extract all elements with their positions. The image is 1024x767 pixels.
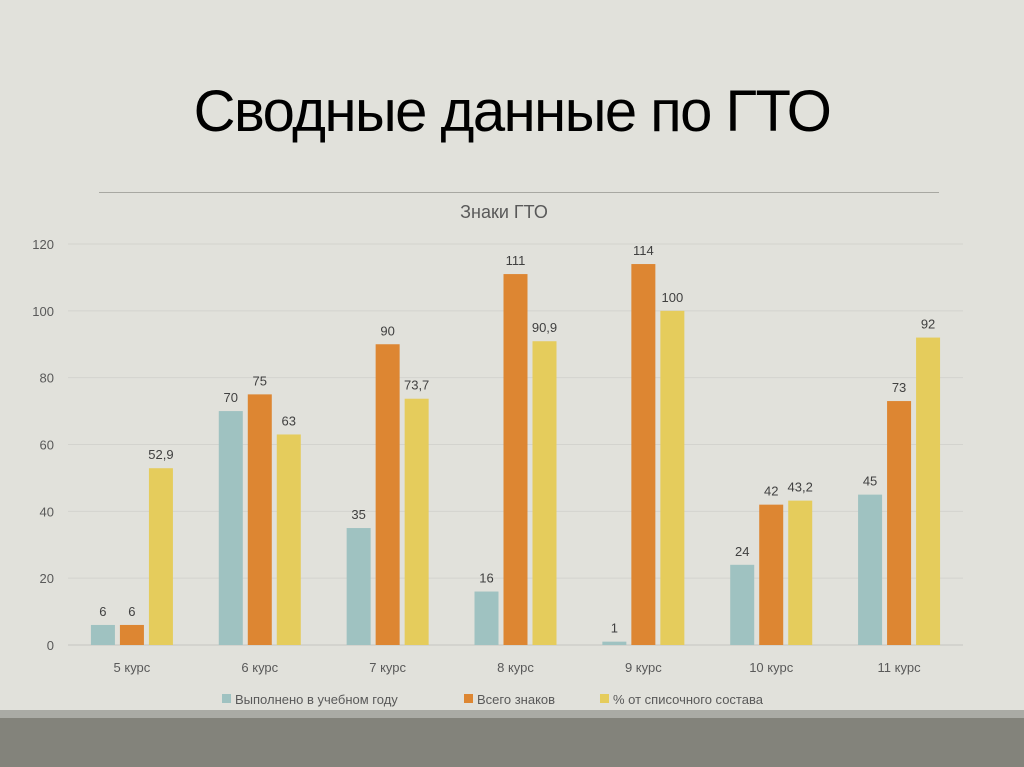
x-tick-label: 8 курс <box>497 660 534 675</box>
data-label: 35 <box>351 507 365 522</box>
data-label: 24 <box>735 544 749 559</box>
data-label: 92 <box>921 317 935 332</box>
bar <box>602 641 627 645</box>
bar <box>759 504 784 645</box>
x-tick-label: 6 курс <box>241 660 278 675</box>
data-label: 45 <box>863 474 877 489</box>
y-tick-label: 0 <box>47 638 54 653</box>
bar <box>858 494 883 645</box>
bar <box>887 401 912 645</box>
slide-title: Сводные данные по ГТО <box>193 79 832 144</box>
data-label: 52,9 <box>148 447 173 462</box>
y-tick-label: 40 <box>40 504 54 519</box>
bar <box>404 398 429 645</box>
data-label: 43,2 <box>788 480 813 495</box>
legend-label: Выполнено в учебном году <box>235 692 398 707</box>
y-tick-label: 20 <box>40 571 54 586</box>
bar <box>532 341 557 645</box>
bar <box>474 591 499 645</box>
bar <box>788 500 813 645</box>
y-tick-label: 120 <box>32 237 54 252</box>
data-label: 73 <box>892 380 906 395</box>
bar <box>916 337 941 645</box>
data-label: 90,9 <box>532 320 557 335</box>
data-label: 111 <box>506 253 526 268</box>
data-label: 73,7 <box>404 378 429 393</box>
bar <box>90 624 115 645</box>
bar <box>503 274 528 645</box>
legend-swatch <box>222 694 231 703</box>
data-label: 6 <box>99 604 106 619</box>
data-label: 70 <box>224 390 238 405</box>
x-tick-label: 10 курс <box>749 660 793 675</box>
data-label: 42 <box>764 484 778 499</box>
data-label: 100 <box>662 290 684 305</box>
data-label: 90 <box>380 323 394 338</box>
x-tick-label: 11 курс <box>878 660 922 675</box>
bar <box>660 310 685 645</box>
bar <box>119 624 144 645</box>
bar <box>148 468 173 645</box>
data-label: 114 <box>633 243 654 258</box>
x-tick-label: 7 курс <box>369 660 406 675</box>
bar <box>346 528 371 645</box>
footer-band-light <box>0 710 1024 718</box>
bar <box>375 344 400 645</box>
title-divider <box>99 192 939 193</box>
chart-title: Знаки ГТО <box>460 202 548 222</box>
bar <box>730 564 755 645</box>
bar <box>218 411 243 645</box>
bar <box>247 394 272 645</box>
x-tick-label: 5 курс <box>114 660 151 675</box>
data-label: 63 <box>282 413 296 428</box>
bar <box>276 434 301 645</box>
data-label: 75 <box>253 373 267 388</box>
legend-label: Всего знаков <box>477 692 555 707</box>
legend-label: % от списочного состава <box>613 692 764 707</box>
bar <box>631 264 656 645</box>
y-tick-label: 80 <box>40 371 54 386</box>
y-tick-label: 100 <box>32 304 54 319</box>
legend-swatch <box>600 694 609 703</box>
footer-band-dark <box>0 718 1024 767</box>
data-label: 16 <box>479 571 493 586</box>
legend-swatch <box>464 694 473 703</box>
y-tick-label: 60 <box>40 438 54 453</box>
data-label: 1 <box>611 621 618 636</box>
x-tick-label: 9 курс <box>625 660 662 675</box>
data-label: 6 <box>128 604 135 619</box>
